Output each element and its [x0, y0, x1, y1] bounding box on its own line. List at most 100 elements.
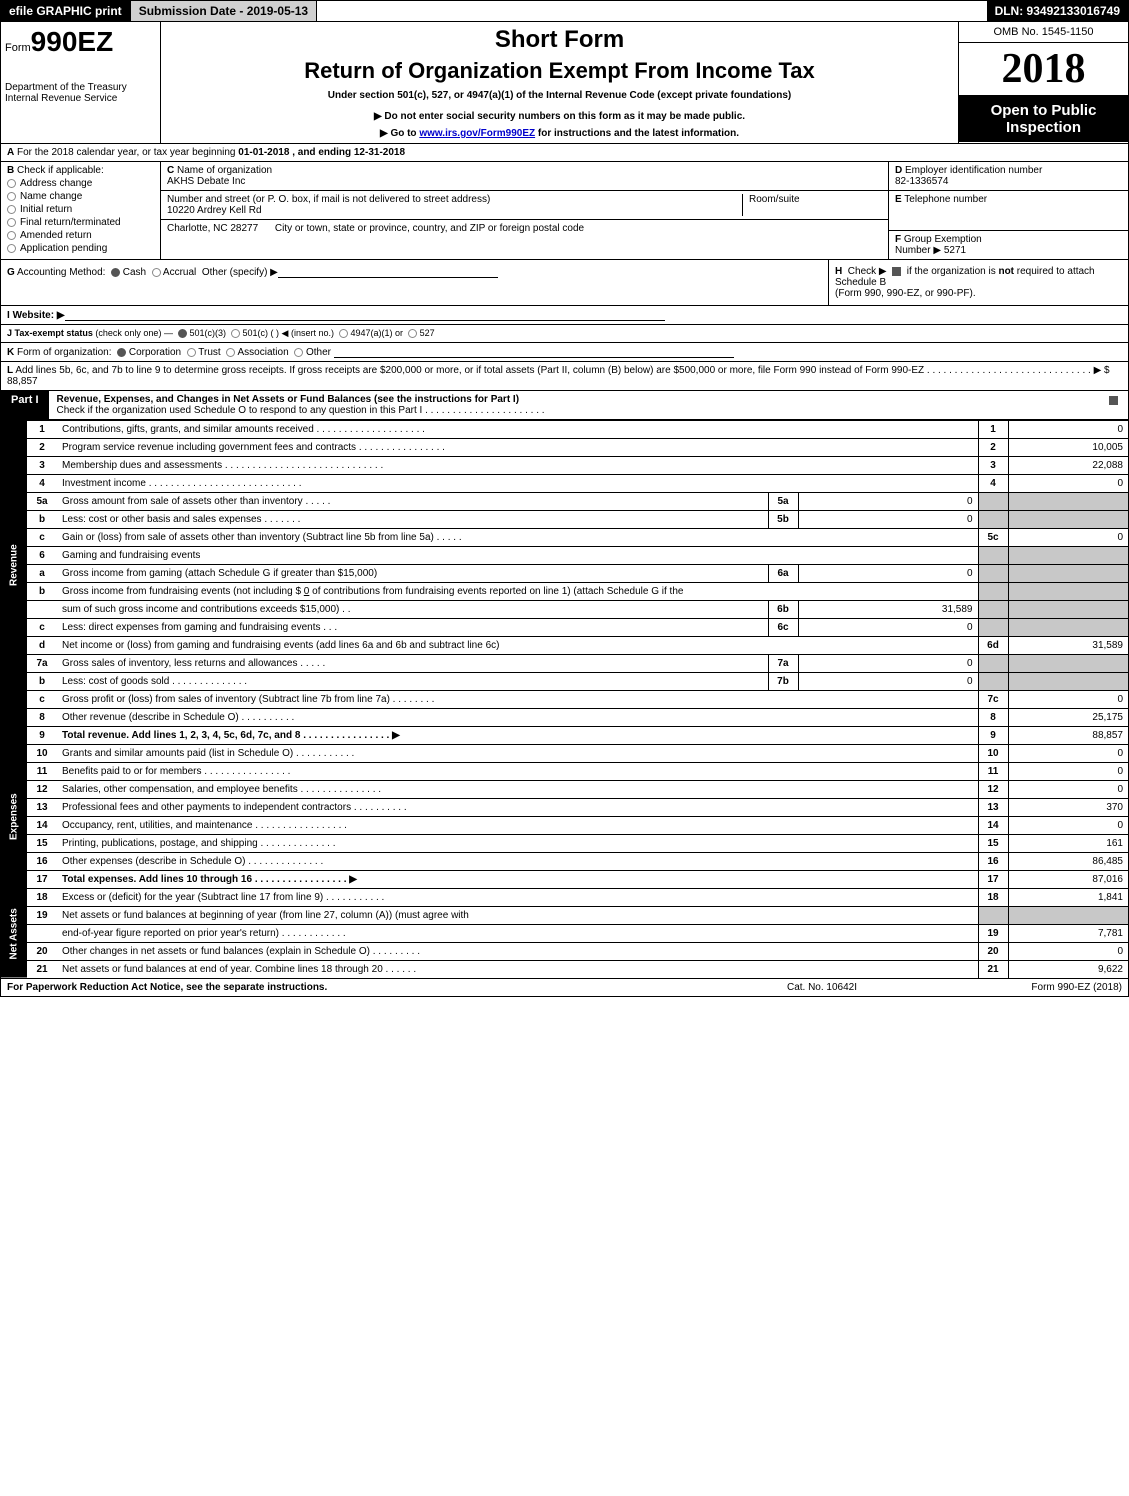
check-name-change[interactable] [7, 192, 16, 201]
line-6: 6Gaming and fundraising events [1, 547, 1128, 565]
short-form-title: Short Form [169, 26, 950, 54]
line-6a-subval: 0 [798, 565, 978, 583]
radio-4947a1[interactable] [339, 329, 348, 338]
line-6a: aGross income from gaming (attach Schedu… [1, 565, 1128, 583]
line-6d-desc: Net income or (loss) from gaming and fun… [57, 637, 978, 655]
dln-label: DLN: 93492133016749 [987, 1, 1128, 21]
addr-label: Number and street (or P. O. box, if mail… [167, 194, 490, 205]
check-amended-return[interactable] [7, 231, 16, 240]
revenue-side-label-cont [1, 709, 27, 745]
line-15-val: 161 [1008, 835, 1128, 853]
website-input[interactable] [65, 309, 665, 321]
line-12: 12Salaries, other compensation, and empl… [1, 781, 1128, 799]
line-6b-2: sum of such gross income and contributio… [1, 601, 1128, 619]
line-12-val: 0 [1008, 781, 1128, 799]
block-bcdef: B Check if applicable: Address change Na… [1, 162, 1128, 260]
line-1: Revenue 1Contributions, gifts, grants, a… [1, 421, 1128, 439]
line-1-desc: Contributions, gifts, grants, and simila… [57, 421, 978, 439]
line-20-val: 0 [1008, 943, 1128, 961]
radio-other-org[interactable] [294, 348, 303, 357]
section-l: L Add lines 5b, 6c, and 7b to line 9 to … [1, 362, 1128, 391]
line-16-val: 86,485 [1008, 853, 1128, 871]
part-1-checkbox[interactable] [1098, 391, 1128, 419]
radio-cash[interactable] [111, 268, 120, 277]
section-b-label: B [7, 165, 14, 176]
other-org-input[interactable] [334, 346, 734, 358]
line-14-desc: Occupancy, rent, utilities, and maintena… [57, 817, 978, 835]
radio-accrual[interactable] [152, 268, 161, 277]
section-b-title: Check if applicable: [17, 165, 104, 176]
line-6a-sub: 6a [768, 565, 798, 583]
page-footer: For Paperwork Reduction Act Notice, see … [1, 978, 1128, 996]
line-21: 21Net assets or fund balances at end of … [1, 961, 1128, 979]
line-21-desc: Net assets or fund balances at end of ye… [57, 961, 978, 979]
lbl-application-pending: Application pending [20, 243, 107, 254]
other-specify-input[interactable] [278, 266, 498, 278]
lbl-other-org: Other [306, 347, 331, 358]
check-address-change[interactable] [7, 179, 16, 188]
section-i: I Website: ▶ [1, 306, 1128, 325]
line-12-desc: Salaries, other compensation, and employ… [57, 781, 978, 799]
line-16-desc: Other expenses (describe in Schedule O) … [57, 853, 978, 871]
top-bar: efile GRAPHIC print Submission Date - 20… [1, 1, 1128, 22]
line-9-desc: Total revenue. Add lines 1, 2, 3, 4, 5c,… [57, 727, 978, 745]
tax-year-begin: 01-01-2018 [238, 147, 289, 158]
paperwork-notice: For Paperwork Reduction Act Notice, see … [7, 982, 722, 993]
ein-box: D Employer identification number 82-1336… [889, 162, 1128, 191]
goto-link[interactable]: www.irs.gov/Form990EZ [419, 128, 535, 139]
line-6b-desc2: sum of such gross income and contributio… [57, 601, 768, 619]
line-8-desc: Other revenue (describe in Schedule O) .… [57, 709, 978, 727]
line-3-desc: Membership dues and assessments . . . . … [57, 457, 978, 475]
do-not-enter: ▶ Do not enter social security numbers o… [169, 111, 950, 122]
h-not: not [998, 266, 1014, 277]
section-h-label: H [835, 266, 842, 277]
check-icon [1109, 396, 1118, 405]
radio-association[interactable] [226, 348, 235, 357]
line-6-desc: Gaming and fundraising events [57, 547, 978, 565]
radio-corporation[interactable] [117, 348, 126, 357]
grp-title: Group Exemption [904, 234, 982, 245]
line-6c: cLess: direct expenses from gaming and f… [1, 619, 1128, 637]
form-org-label: Form of organization: [17, 347, 112, 358]
section-l-label: L [7, 365, 13, 376]
lbl-527: 527 [420, 328, 435, 338]
line-6b-post: of contributions from fundraising events… [309, 586, 683, 597]
website-label: Website: ▶ [13, 310, 65, 321]
check-application-pending[interactable] [7, 244, 16, 253]
line-1-val: 0 [1008, 421, 1128, 439]
section-k: K Form of organization: Corporation Trus… [1, 343, 1128, 362]
lbl-cash: Cash [123, 267, 146, 278]
efile-print-button[interactable]: efile GRAPHIC print [1, 1, 131, 21]
line-5b-desc: Less: cost or other basis and sales expe… [57, 511, 768, 529]
goto-post: for instructions and the latest informat… [535, 128, 739, 139]
lbl-accrual: Accrual [163, 267, 196, 278]
line-5a-desc: Gross amount from sale of assets other t… [57, 493, 768, 511]
netassets-side-label: Net Assets [1, 889, 27, 979]
line-6d-val: 31,589 [1008, 637, 1128, 655]
line-16: 16Other expenses (describe in Schedule O… [1, 853, 1128, 871]
ein-title: Employer identification number [905, 165, 1042, 176]
line-3: 3Membership dues and assessments . . . .… [1, 457, 1128, 475]
line-19-val: 7,781 [1008, 925, 1128, 943]
radio-trust[interactable] [187, 348, 196, 357]
lbl-corporation: Corporation [129, 347, 181, 358]
radio-501c3[interactable] [178, 329, 187, 338]
line-11: 11Benefits paid to or for members . . . … [1, 763, 1128, 781]
line-17: 17Total expenses. Add lines 10 through 1… [1, 871, 1128, 889]
accounting-method-label: Accounting Method: [17, 267, 105, 278]
line-6b-sub: 6b [768, 601, 798, 619]
line-7a-sub: 7a [768, 655, 798, 673]
radio-527[interactable] [408, 329, 417, 338]
line-5a: 5aGross amount from sale of assets other… [1, 493, 1128, 511]
h-text2: if the organization is [907, 266, 999, 277]
check-final-return[interactable] [7, 218, 16, 227]
line-9-val: 88,857 [1008, 727, 1128, 745]
tel-title: Telephone number [904, 194, 987, 205]
section-gh: G Accounting Method: Cash Accrual Other … [1, 260, 1128, 306]
check-sched-b-not-required[interactable] [892, 267, 901, 276]
check-initial-return[interactable] [7, 205, 16, 214]
section-i-label: I [7, 310, 10, 321]
line-7b-subval: 0 [798, 673, 978, 691]
radio-501c[interactable] [231, 329, 240, 338]
form-ref: Form 990-EZ (2018) [922, 982, 1122, 993]
